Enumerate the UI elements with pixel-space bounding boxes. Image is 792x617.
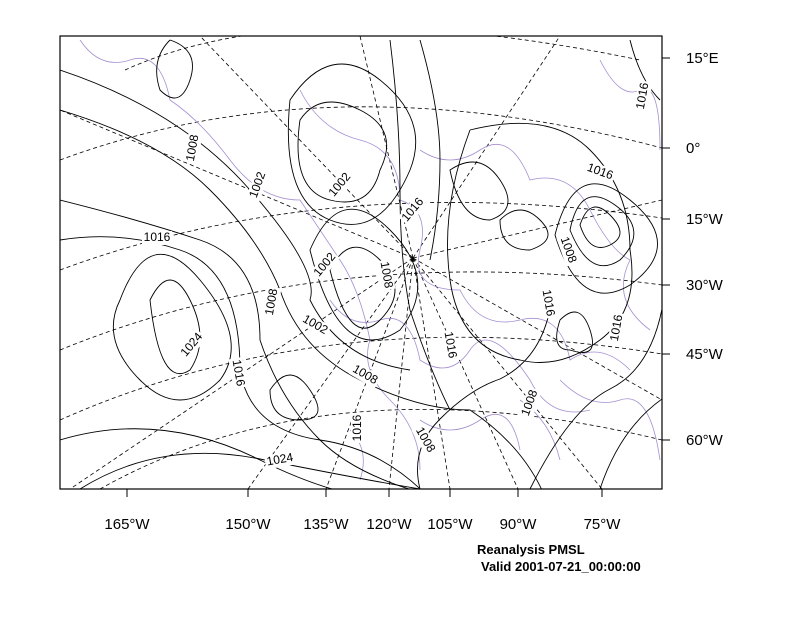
contour-label: 1008 bbox=[183, 133, 201, 162]
map-frame bbox=[59, 35, 663, 490]
latitude-label: 15°E bbox=[686, 50, 719, 67]
contour-label-bg bbox=[633, 80, 653, 112]
contour-label-bg bbox=[262, 286, 282, 318]
longitude-label: 165°W bbox=[104, 516, 150, 533]
longitude-label: 75°W bbox=[584, 516, 622, 533]
contour-label: 1016 bbox=[230, 358, 248, 387]
contour-label-bg bbox=[411, 423, 439, 457]
contour-label: 1016 bbox=[633, 81, 651, 110]
contour-label-bg bbox=[309, 249, 341, 281]
contour-label: 1008 bbox=[262, 287, 280, 316]
contour-label-bg bbox=[556, 233, 580, 267]
contour-label-bg bbox=[348, 361, 382, 389]
contour-label-bg bbox=[538, 287, 558, 319]
longitude-label: 150°W bbox=[225, 516, 271, 533]
contour-label: 1016 bbox=[350, 414, 364, 441]
contour-label: 1016 bbox=[144, 230, 171, 244]
contour-label-bg bbox=[142, 231, 172, 245]
contour-label-bg bbox=[264, 450, 296, 470]
contour-label-bg bbox=[228, 357, 248, 389]
contour-label-bg bbox=[298, 311, 332, 339]
longitude-label: 120°W bbox=[366, 516, 412, 533]
contour-label-bg bbox=[246, 168, 270, 202]
longitude-label: 105°W bbox=[427, 516, 473, 533]
contour-label-bg bbox=[583, 160, 617, 184]
longitude-label: 135°W bbox=[303, 516, 349, 533]
contour-label: 1016 bbox=[607, 313, 625, 342]
latitude-label: 15°W bbox=[686, 211, 724, 228]
valid-time: Valid 2001-07-21_00:00:00 bbox=[481, 559, 641, 574]
contour-label: 1008 bbox=[378, 260, 396, 289]
latitude-label: 30°W bbox=[686, 277, 724, 294]
latitude-label: 0° bbox=[686, 140, 700, 157]
contour-label-bg bbox=[518, 386, 542, 420]
contour-label-bg bbox=[607, 312, 627, 344]
title: Reanalysis PMSL bbox=[477, 542, 585, 557]
contour-label-bg bbox=[324, 169, 356, 201]
contour-label: 1024 bbox=[265, 450, 294, 468]
contours bbox=[60, 39, 662, 489]
contour-label: 1016 bbox=[540, 288, 558, 317]
contour-label-bg bbox=[376, 259, 396, 291]
longitude-label: 90°W bbox=[500, 516, 538, 533]
latitude-label: 60°W bbox=[686, 432, 724, 449]
contour-label-bg bbox=[397, 194, 429, 226]
contour-label-bg bbox=[440, 329, 460, 361]
contour-label-bg bbox=[183, 132, 203, 164]
latitude-label: 45°W bbox=[686, 346, 724, 363]
contour-label-bg bbox=[351, 413, 365, 443]
contour-label-bg bbox=[176, 329, 208, 361]
contour-label: 1016 bbox=[442, 330, 460, 359]
